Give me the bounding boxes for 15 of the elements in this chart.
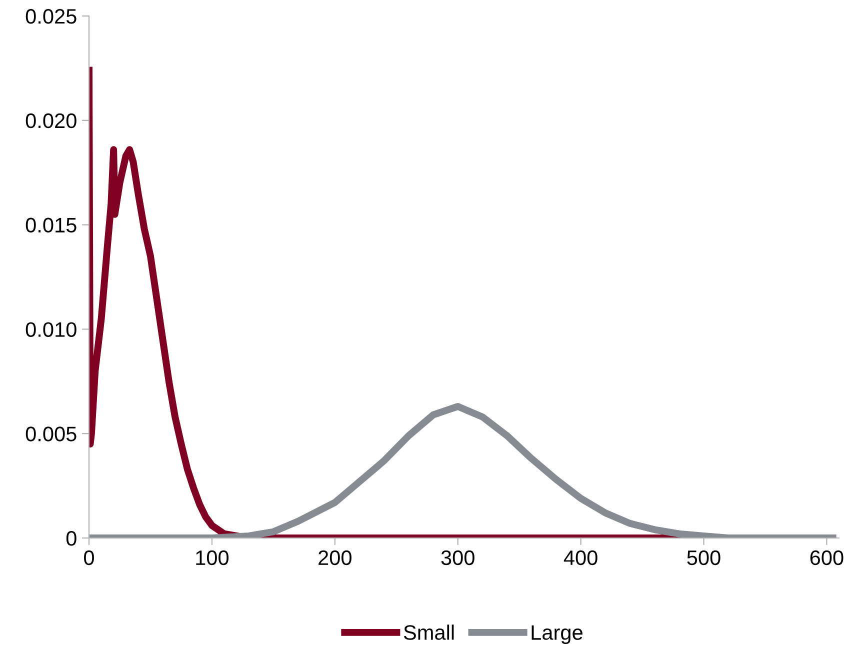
y-tick-label: 0.005 <box>26 426 76 442</box>
y-tick-label: 0.010 <box>26 322 76 337</box>
y-tick-label: 0.020 <box>26 113 76 128</box>
legend-label: Large <box>532 625 582 644</box>
x-tick-label: 300 <box>441 550 474 566</box>
x-tick-label: 600 <box>810 550 844 566</box>
y-tick-label: 0.025 <box>26 9 76 24</box>
y-tick-label: 0.015 <box>26 218 76 233</box>
x-tick-label: 0 <box>84 550 94 566</box>
x-tick-label: 100 <box>196 550 229 566</box>
legend-label: Small <box>404 624 454 640</box>
x-tick-label: 200 <box>318 550 352 566</box>
x-tick-label: 400 <box>564 550 598 566</box>
x-tick-label: 500 <box>687 550 720 566</box>
y-tick-label: 0 <box>66 531 76 546</box>
